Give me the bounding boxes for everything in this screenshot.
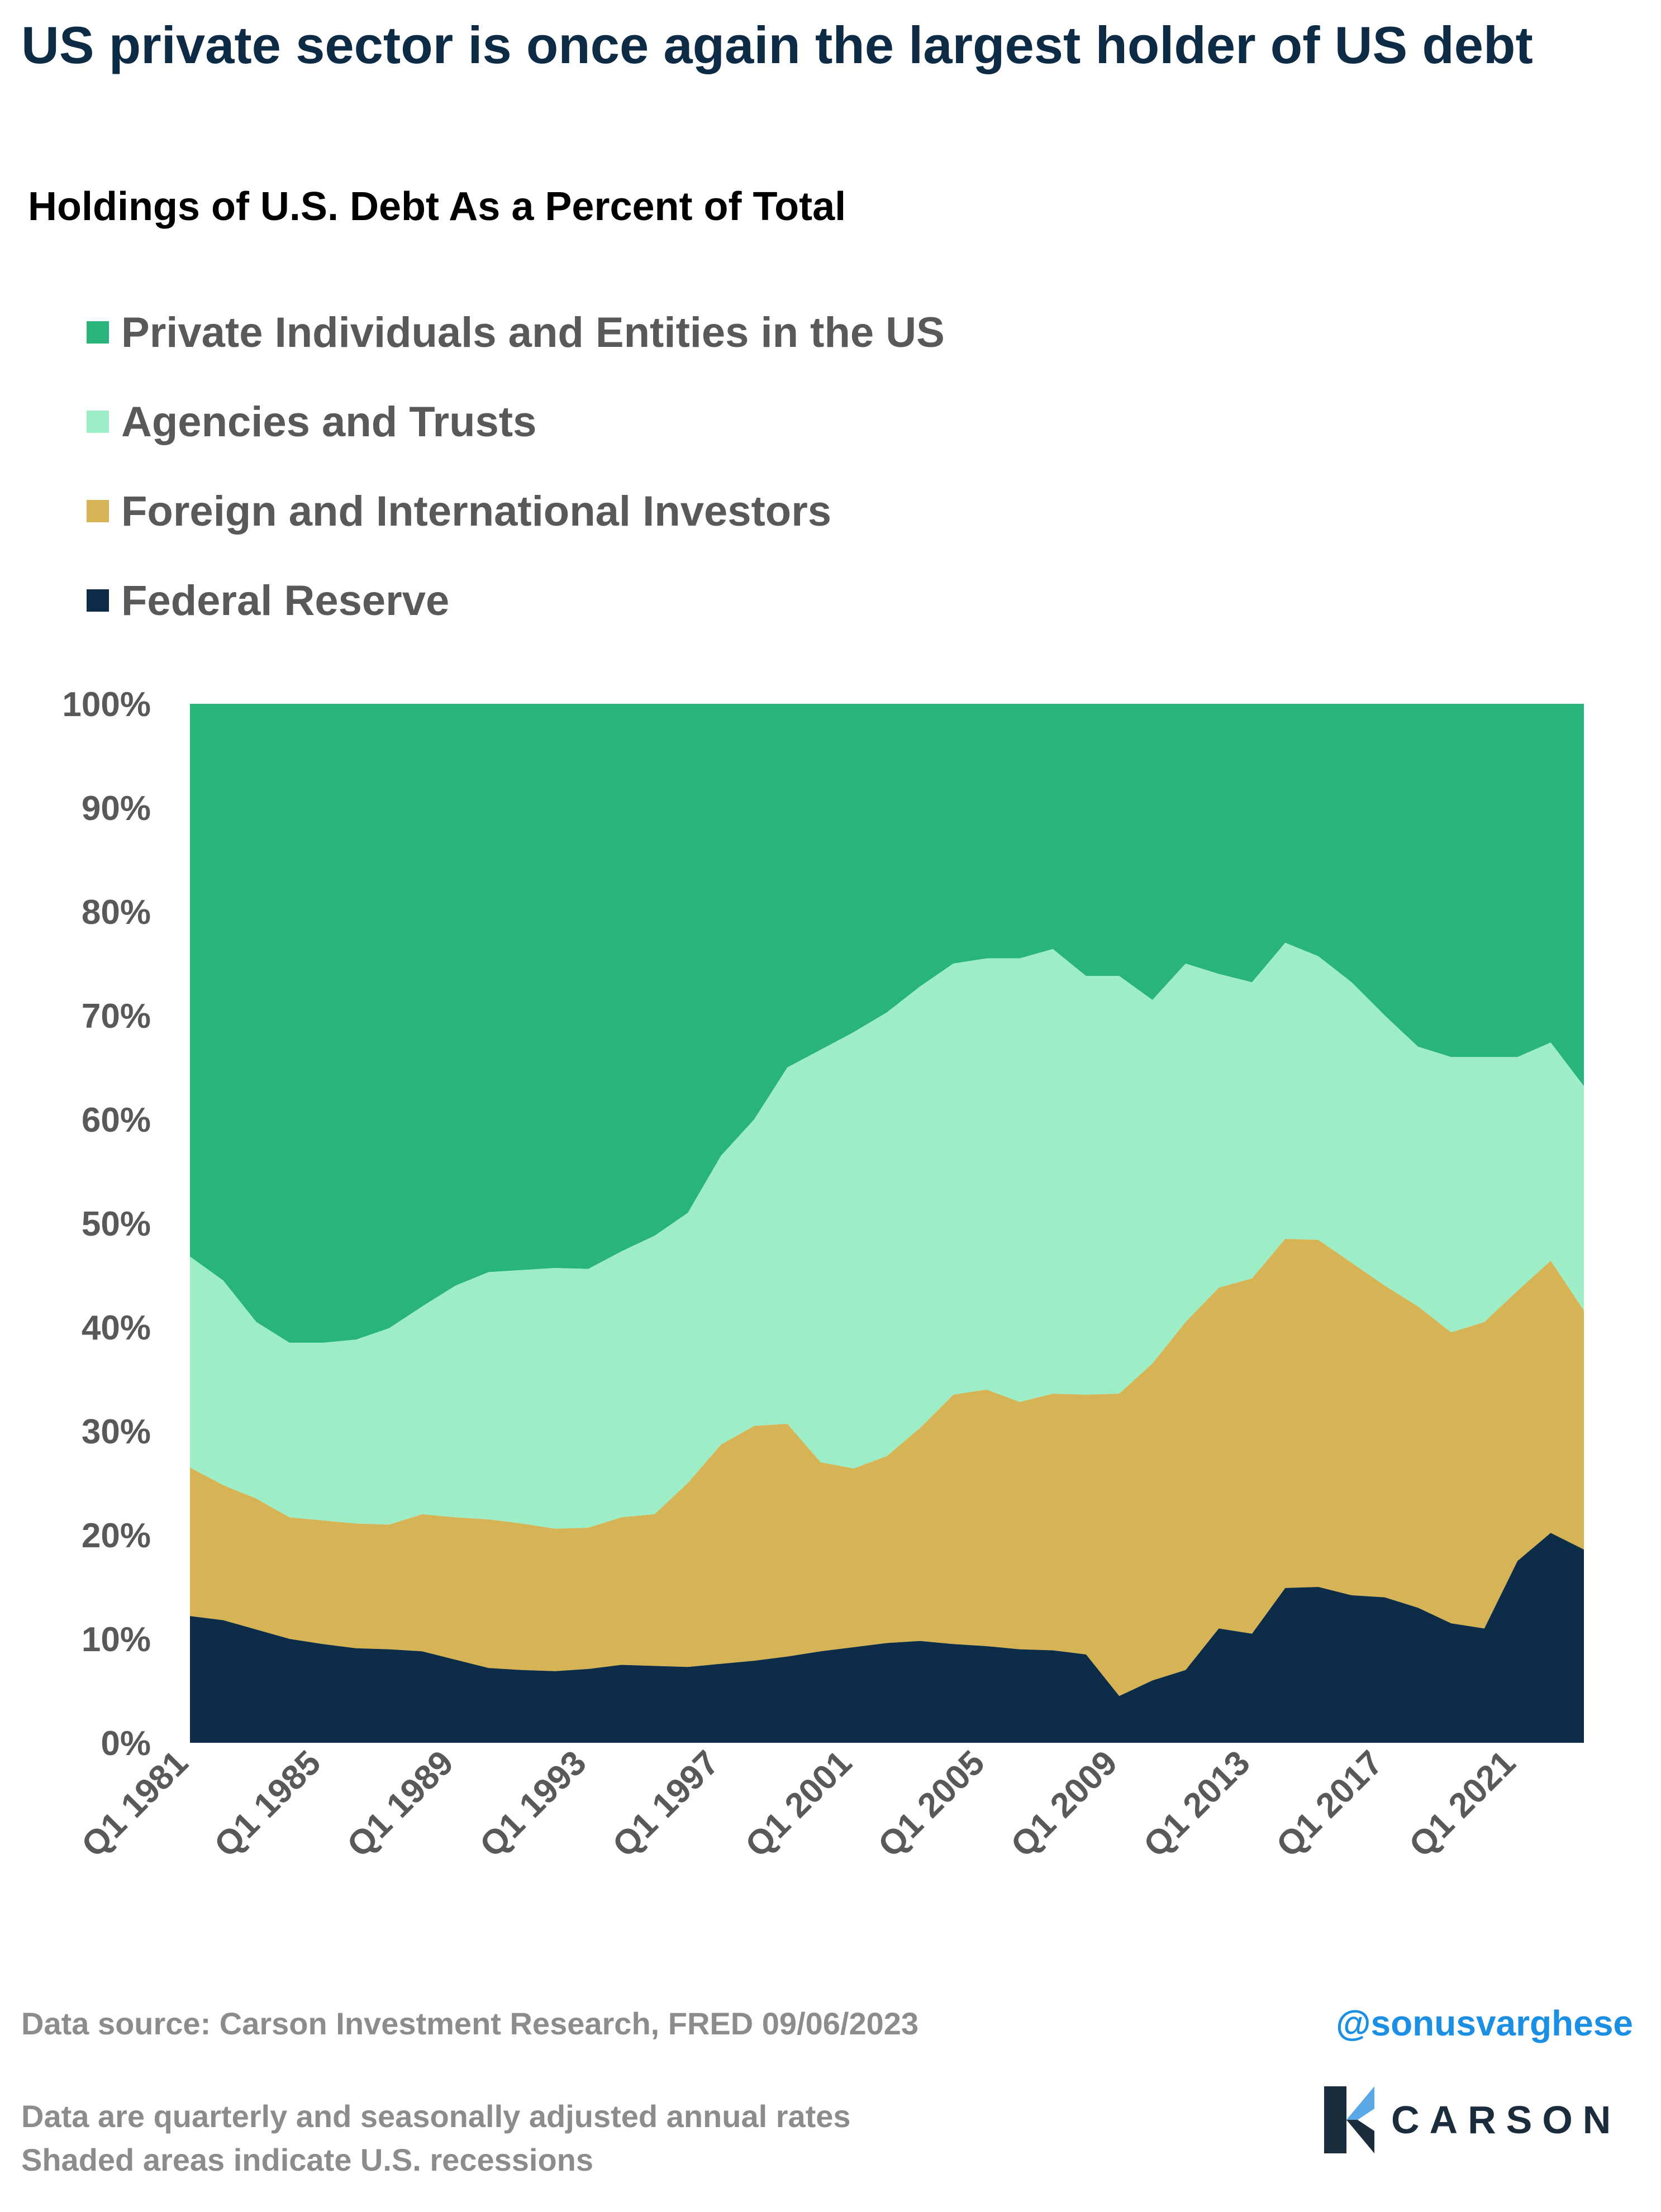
y-tick-label: 90% — [82, 789, 151, 828]
footnote-quarterly: Data are quarterly and seasonally adjust… — [21, 2099, 851, 2134]
legend: Private Individuals and Entities in the … — [87, 288, 945, 645]
carson-logo: CARSON — [1324, 2086, 1621, 2153]
carson-logo-icon — [1324, 2086, 1374, 2153]
legend-item-private: Private Individuals and Entities in the … — [87, 288, 945, 377]
legend-label-fed: Federal Reserve — [121, 576, 450, 624]
x-tick-label: Q1 2017 — [1269, 1743, 1390, 1865]
x-tick-label: Q1 2005 — [871, 1743, 992, 1865]
x-tick-label: Q1 1993 — [473, 1743, 594, 1865]
legend-label-private: Private Individuals and Entities in the … — [121, 308, 945, 356]
y-tick-label: 80% — [82, 893, 151, 932]
legend-swatch-agencies — [87, 411, 109, 433]
x-tick-label: Q1 1989 — [340, 1743, 461, 1865]
area-foreign-and-international-investors — [190, 1238, 1584, 1696]
chart-title: US private sector is once again the larg… — [21, 16, 1533, 74]
y-tick-label: 100% — [62, 685, 151, 724]
legend-swatch-fed — [87, 589, 109, 612]
data-source-note: Data source: Carson Investment Research,… — [21, 2006, 919, 2041]
legend-item-agencies: Agencies and Trusts — [87, 377, 945, 466]
area-private-individuals-and-entities-in-the-us — [190, 704, 1584, 1343]
area-agencies-and-trusts — [190, 942, 1584, 1529]
y-tick-label: 70% — [82, 997, 151, 1036]
y-tick-label: 10% — [82, 1620, 151, 1659]
y-tick-label: 50% — [82, 1205, 151, 1243]
chart-subtitle: Holdings of U.S. Debt As a Percent of To… — [28, 184, 846, 229]
legend-swatch-foreign — [87, 500, 109, 522]
stacked-area-chart: 0%10%20%30%40%50%60%70%80%90%100%Q1 1981… — [62, 685, 1584, 1865]
legend-item-foreign: Foreign and International Investors — [87, 466, 945, 556]
x-tick-label: Q1 2021 — [1402, 1743, 1523, 1865]
carson-logo-text: CARSON — [1391, 2098, 1621, 2142]
y-tick-label: 0% — [101, 1724, 151, 1763]
twitter-handle: @sonusvarghese — [1336, 2003, 1633, 2043]
legend-swatch-private — [87, 321, 109, 344]
y-tick-label: 60% — [82, 1101, 151, 1140]
footnote-recessions: Shaded areas indicate U.S. recessions — [21, 2142, 594, 2177]
legend-item-fed: Federal Reserve — [87, 556, 945, 645]
y-tick-label: 20% — [82, 1517, 151, 1555]
legend-label-foreign: Foreign and International Investors — [121, 487, 832, 535]
y-tick-label: 30% — [82, 1413, 151, 1451]
footnotes: Data are quarterly and seasonally adjust… — [21, 2095, 851, 2182]
area-federal-reserve — [190, 1533, 1584, 1743]
x-tick-label: Q1 2013 — [1136, 1743, 1258, 1865]
legend-label-agencies: Agencies and Trusts — [121, 398, 537, 446]
x-tick-label: Q1 2009 — [1003, 1743, 1125, 1865]
y-tick-label: 40% — [82, 1309, 151, 1347]
x-tick-label: Q1 1997 — [605, 1743, 726, 1865]
x-tick-label: Q1 1985 — [207, 1743, 329, 1865]
x-tick-label: Q1 2001 — [738, 1743, 859, 1865]
